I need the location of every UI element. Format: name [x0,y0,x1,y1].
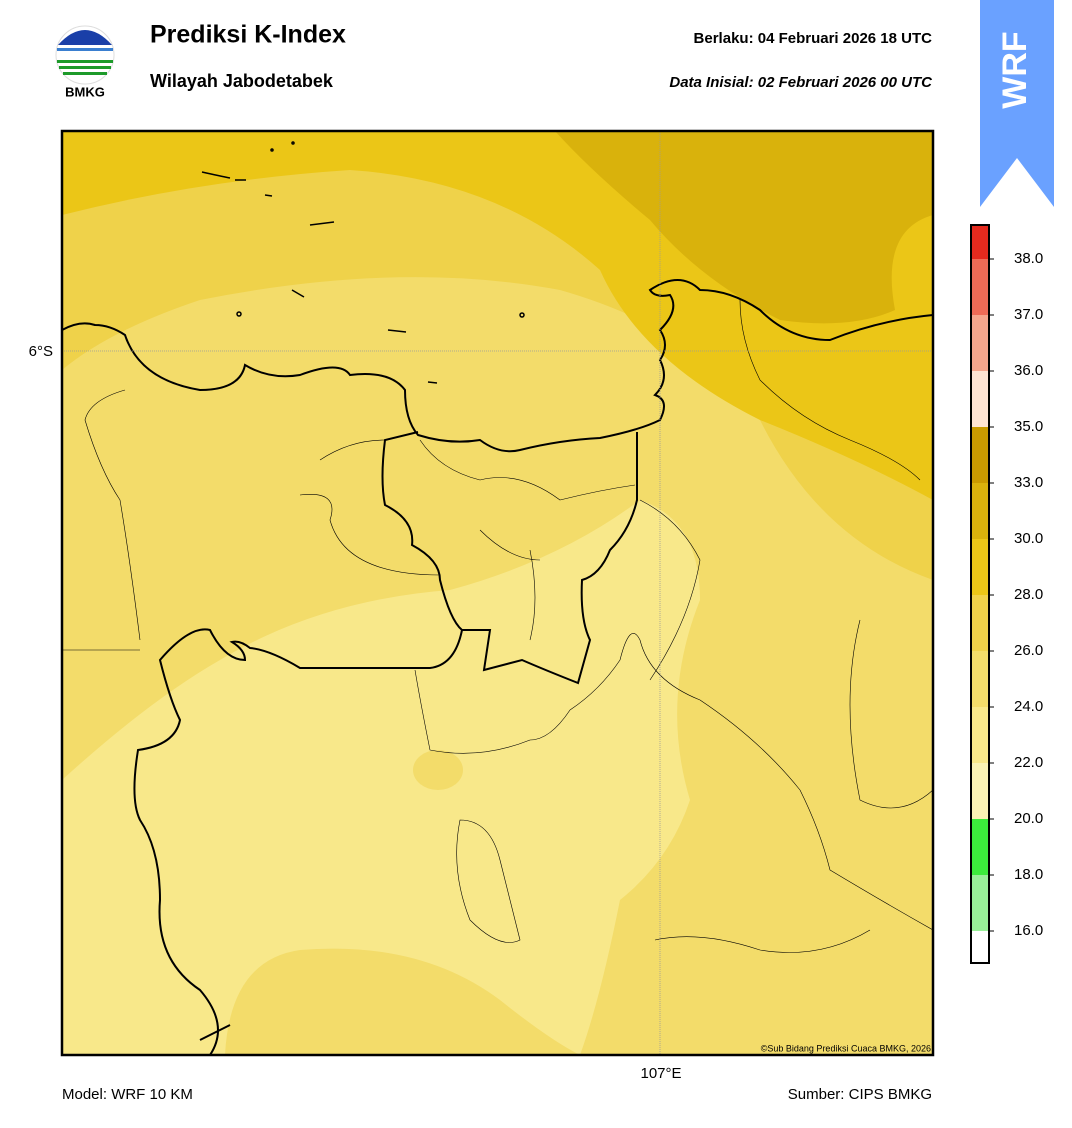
tick-label: 37.0 [1014,306,1043,323]
lon-label: 107°E [640,1065,681,1082]
footer-source: Sumber: CIPS BMKG [788,1086,932,1103]
init-time: Data Inisial: 02 Februari 2026 00 UTC [669,74,933,91]
tick-label: 16.0 [1014,922,1043,939]
valid-time: Berlaku: 04 Februari 2026 18 UTC [694,30,933,47]
logo-text: BMKG [65,84,105,99]
color-segment [971,707,989,763]
color-segment [971,651,989,707]
map-frame [60,129,935,1057]
tick-label: 33.0 [1014,474,1043,491]
colorbar-frame [970,224,990,964]
color-segment [971,483,989,539]
color-segment [971,763,989,819]
tick-label: 26.0 [1014,642,1043,659]
color-segment [971,315,989,371]
color-segment [971,819,989,875]
tick-label: 24.0 [1014,698,1043,715]
color-segment [971,875,989,931]
color-segment [971,259,989,315]
tick-label: 35.0 [1014,418,1043,435]
tick-label: 20.0 [1014,810,1043,827]
tick-label: 36.0 [1014,362,1043,379]
footer-model: Model: WRF 10 KM [62,1086,193,1103]
color-segment [971,225,989,259]
tick-label: 30.0 [1014,530,1043,547]
tick-label: 38.0 [1014,250,1043,267]
color-segment [971,371,989,427]
colorbar: 16.0 18.0 20.0 22.0 24.0 26.0 28.0 30.0 33.0 35.0… [970,224,1043,964]
logo: BMKG [55,25,115,99]
credit: ©Sub Bidang Prediksi Cuaca BMKG, 2026 [761,1043,931,1053]
color-segment [971,539,989,595]
tick-label: 28.0 [1014,586,1043,603]
badge-text: WRF [996,31,1034,108]
color-segment [971,427,989,483]
tick-label: 18.0 [1014,866,1043,883]
lat-label: 6°S [29,343,53,360]
map: ©Sub Bidang Prediksi Cuaca BMKG, 2026 [62,131,933,1055]
color-segment [971,931,989,963]
tick-label: 22.0 [1014,754,1043,771]
subtitle: Wilayah Jabodetabek [150,71,334,91]
color-segment [971,595,989,651]
title: Prediksi K-Index [150,21,346,49]
badge [980,0,1054,207]
